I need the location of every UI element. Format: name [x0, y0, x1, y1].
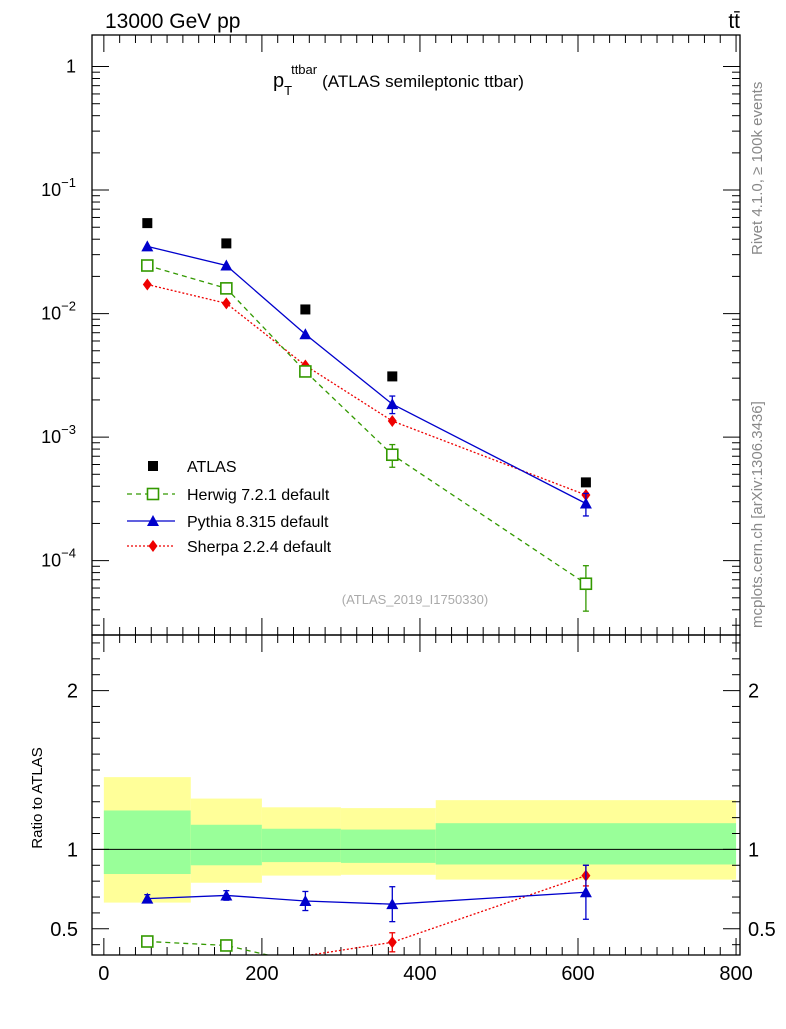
data-point-pythia — [299, 328, 312, 340]
y-tick-label: 1 — [66, 57, 76, 77]
ratio-y-tick-label: 0.5 — [50, 919, 78, 941]
data-point-pythia — [386, 398, 399, 410]
x-tick-label: 0 — [98, 963, 109, 985]
y-tick-label: 10−2 — [41, 299, 76, 324]
data-point-herwig — [220, 282, 233, 295]
data-point-sherpa — [142, 278, 152, 291]
legend-marker — [146, 487, 160, 501]
x-tick-label: 600 — [561, 963, 594, 985]
y-tick-exp: −3 — [61, 422, 76, 437]
data-point-atlas — [387, 371, 398, 382]
plot-title: pTttbar (ATLAS semileptonic ttbar) — [273, 62, 524, 98]
legend-label: ATLAS — [187, 459, 237, 476]
data-point-pythia — [220, 889, 233, 901]
series-line-herwig — [147, 264, 587, 585]
y-tick-exp: −2 — [61, 299, 76, 314]
ratio-ylabel: Ratio to ATLAS — [29, 747, 46, 848]
y-tick-label: 10−1 — [41, 175, 76, 200]
data-point-atlas — [221, 238, 232, 249]
legend-label: Pythia 8.315 default — [187, 514, 329, 531]
title-sup: ttbar — [291, 62, 318, 77]
uncertainty-band-inner — [435, 823, 737, 865]
data-point-herwig — [579, 577, 593, 591]
legend-marker — [147, 515, 159, 526]
uncertainty-band-inner — [340, 829, 436, 863]
ratio-y-tick-label: 1 — [67, 839, 78, 861]
legend-marker — [148, 540, 158, 552]
y-tick-exp: −1 — [61, 175, 76, 190]
x-tick-label: 800 — [719, 963, 752, 985]
title-sub: T — [284, 83, 292, 98]
data-point-herwig — [141, 935, 154, 948]
data-point-pythia — [386, 898, 399, 910]
y-tick-label: 10−3 — [41, 422, 76, 447]
data-point-herwig — [385, 448, 399, 462]
process-label: 13000 GeV pp — [105, 10, 240, 33]
legend-marker — [148, 461, 158, 471]
y-tick-base: 1 — [66, 57, 76, 77]
ratio-y-tick-label: 2 — [67, 681, 78, 703]
y-tick-label: 10−4 — [41, 546, 76, 571]
data-point-pythia — [579, 497, 592, 509]
ratio-plot-frame — [91, 634, 741, 956]
ratio-y-tick-label-right: 1 — [748, 839, 759, 861]
y-tick-base: 10 — [41, 180, 61, 200]
data-point-herwig — [299, 365, 312, 378]
data-point-pythia — [299, 895, 312, 907]
data-point-atlas — [142, 218, 153, 229]
title-p: p — [273, 70, 284, 92]
data-point-atlas — [300, 304, 311, 315]
x-tick-label: 200 — [245, 963, 278, 985]
title-rest: (ATLAS semileptonic ttbar) — [322, 72, 524, 91]
data-point-pythia — [141, 892, 154, 904]
data-point-sherpa — [387, 936, 397, 949]
uncertainty-band-inner — [190, 824, 262, 866]
legend-label: Herwig 7.2.1 default — [187, 487, 330, 504]
ratio-y-tick-label-right: 0.5 — [748, 919, 776, 941]
data-point-pythia — [141, 240, 154, 252]
series-line-herwig — [147, 940, 271, 955]
x-tick-label: 400 — [403, 963, 436, 985]
data-point-pythia — [220, 259, 233, 271]
data-point-sherpa — [387, 415, 397, 428]
y-tick-base: 10 — [41, 304, 61, 324]
data-point-atlas — [580, 477, 591, 488]
legend-label: Sherpa 2.2.4 default — [187, 539, 332, 556]
mcplots-label: mcplots.cern.ch [arXiv:1306.3436] — [749, 401, 766, 628]
ratio-y-tick-label-right: 2 — [748, 681, 759, 703]
uncertainty-band-inner — [261, 828, 341, 863]
uncertainty-band-inner — [103, 810, 191, 875]
y-tick-exp: −4 — [61, 546, 76, 561]
rivet-label: Rivet 4.1.0, ≥ 100k events — [749, 82, 766, 255]
analysis-id: (ATLAS_2019_I1750330) — [342, 592, 488, 607]
y-tick-base: 10 — [41, 427, 61, 447]
final-state-label: tt̄ — [728, 10, 740, 33]
data-point-herwig — [141, 259, 154, 272]
data-point-herwig — [220, 939, 233, 952]
data-point-pythia — [579, 886, 592, 898]
y-tick-base: 10 — [41, 551, 61, 571]
data-point-sherpa — [221, 297, 231, 310]
